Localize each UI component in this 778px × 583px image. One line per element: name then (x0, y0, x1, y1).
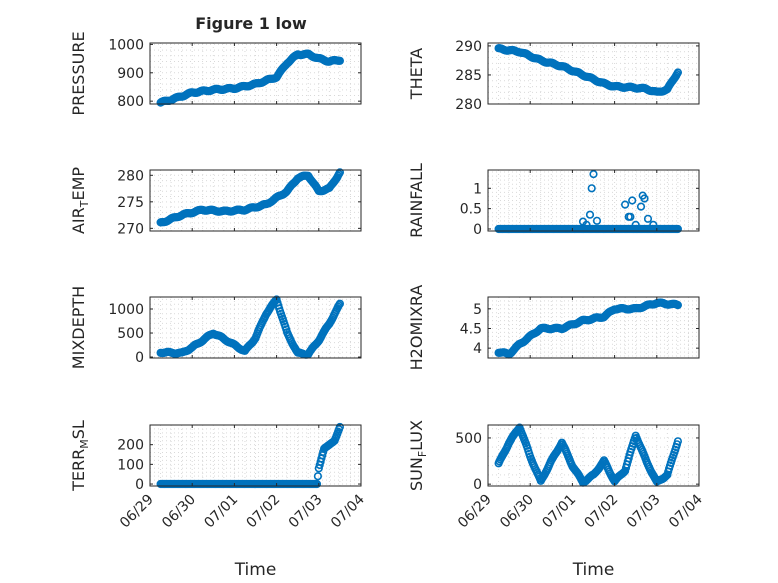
y-tick-label: 270 (117, 221, 144, 237)
data-point (335, 56, 345, 65)
axes-frame (487, 42, 700, 105)
y-tick-label: 4 (473, 341, 482, 357)
y-tick-label: 1000 (108, 302, 144, 318)
axes-frame (149, 424, 362, 487)
data-series (156, 168, 345, 227)
subplot-rainfall: 0 0.5 1 RAINFALL (407, 163, 700, 238)
y-tick-label: 800 (117, 94, 144, 110)
y-tick-label: 275 (117, 195, 144, 211)
x-axis-label: Time (234, 560, 277, 580)
y-axis-label: AIRTEMP (69, 167, 91, 234)
data-point (640, 194, 649, 203)
y-tick-label: 1000 (108, 37, 144, 53)
y-axis-label: THETA (407, 48, 426, 100)
axes-frame (487, 296, 700, 359)
data-point (628, 196, 637, 205)
x-tick-label: 07/02 (244, 492, 284, 532)
data-point (312, 479, 322, 489)
data-point (313, 472, 323, 481)
x-tick-label: 07/03 (624, 492, 664, 532)
y-axis-label: SUNFLUX (407, 420, 429, 491)
data-point (335, 422, 345, 432)
y-tick-label: 1 (473, 181, 482, 197)
y-tick-label: 5 (473, 302, 482, 318)
y-tick-label: 100 (117, 457, 144, 473)
axes-frame (149, 42, 362, 105)
data-point (673, 68, 683, 77)
x-tick-label: 07/04 (666, 491, 706, 531)
axes-frame (149, 169, 362, 232)
x-tick-label: 06/30 (497, 492, 537, 532)
y-tick-label: 280 (455, 97, 482, 113)
data-series (494, 423, 683, 487)
y-tick-label: 0 (473, 222, 482, 238)
x-tick-label: 06/29 (455, 492, 495, 532)
x-tick-label: 07/02 (582, 492, 622, 532)
figure-title: Figure 1 low (195, 14, 307, 33)
plot-area (150, 170, 361, 231)
data-series (156, 49, 345, 107)
data-point (585, 210, 595, 219)
data-point (620, 200, 630, 209)
data-point (631, 220, 640, 229)
data-point (673, 301, 683, 310)
data-series (156, 422, 345, 489)
x-tick-label: 07/01 (539, 492, 579, 532)
y-tick-label: 4.5 (460, 321, 482, 337)
data-point (636, 202, 646, 211)
y-tick-label: 200 (117, 438, 144, 454)
x-tick-label: 06/29 (117, 492, 157, 532)
y-tick-label: 0 (473, 477, 482, 493)
x-axis-label: Time (572, 560, 615, 580)
y-tick-label: 290 (455, 39, 482, 55)
subplot-h2omixra: 4 4.5 5 H2OMIXRA (407, 285, 700, 371)
data-point (589, 170, 598, 179)
data-point (643, 214, 653, 223)
data-point (335, 168, 345, 177)
data-point (587, 184, 596, 193)
y-tick-label: 900 (117, 66, 144, 82)
data-point (592, 216, 602, 225)
y-axis-label: TERRMSL (69, 420, 91, 492)
y-tick-label: 0.5 (460, 202, 482, 218)
y-tick-label: 280 (117, 168, 144, 184)
data-point (582, 220, 591, 229)
y-tick-label: 0 (135, 350, 144, 366)
subplot-pressure: 800 900 1000 PRESSURE (69, 31, 362, 116)
data-point (335, 299, 345, 308)
data-series (494, 298, 683, 359)
y-axis-label: H2OMIXRA (407, 285, 426, 371)
y-axis-label: RAINFALL (407, 163, 426, 238)
data-point (649, 220, 658, 229)
axes-frame (487, 169, 700, 232)
x-tick-label: 07/01 (201, 492, 241, 532)
data-series (156, 295, 345, 359)
x-tick-label: 07/04 (328, 491, 368, 531)
y-tick-label: 500 (117, 326, 144, 342)
subplot-mixdepth: 0 500 1000 MIXDEPTH (69, 286, 362, 369)
y-tick-label: 0 (135, 477, 144, 493)
x-tick-label: 07/03 (286, 492, 326, 532)
axes-frame (487, 424, 700, 487)
subplot-sun_flux: 0 500 06/29 06/30 07/01 07/02 07/03 07/04 SUNFLU… (407, 420, 706, 580)
data-point (673, 437, 683, 446)
subplot-terr_msl: 0 100 200 06/29 06/30 07/01 07/02 07/03 07/04 TER… (69, 420, 368, 580)
y-tick-label: 285 (455, 68, 482, 84)
data-series (494, 44, 683, 96)
y-tick-label: 500 (455, 431, 482, 447)
data-point (673, 224, 683, 234)
subplot-theta: 280 285 290 THETA (407, 39, 700, 113)
x-tick-label: 06/30 (159, 492, 199, 532)
data-point (626, 212, 635, 221)
y-axis-label: MIXDEPTH (69, 286, 88, 369)
y-axis-label: PRESSURE (69, 31, 88, 115)
plot-area (150, 425, 361, 486)
subplot-air_temp: 270 275 280 AIRTEMP (69, 167, 362, 237)
axes-frame (149, 296, 362, 359)
